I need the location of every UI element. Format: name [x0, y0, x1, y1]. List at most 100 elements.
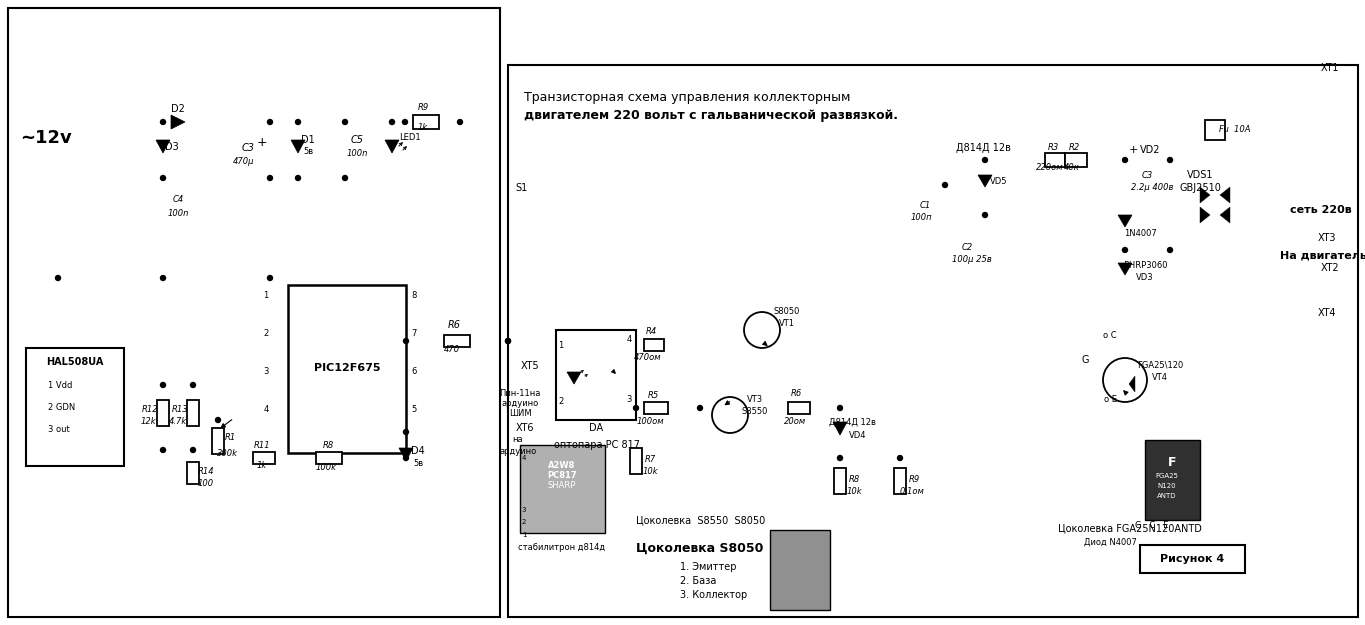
Text: o E: o E	[1103, 396, 1117, 404]
Text: 1k: 1k	[418, 124, 429, 132]
Circle shape	[404, 339, 408, 344]
Circle shape	[942, 182, 947, 188]
Text: VD4: VD4	[849, 431, 867, 441]
Bar	[317, 452, 343, 464]
Text: VT4: VT4	[1152, 372, 1168, 381]
Polygon shape	[1200, 187, 1209, 203]
Polygon shape	[1220, 187, 1230, 203]
Text: 2 GDN: 2 GDN	[48, 404, 75, 412]
Text: 40к: 40к	[1065, 164, 1080, 172]
Circle shape	[505, 339, 511, 344]
Text: R7: R7	[644, 456, 655, 464]
Circle shape	[404, 456, 408, 461]
Bar	[288, 285, 405, 453]
Text: R3: R3	[1047, 142, 1059, 151]
Text: XT5: XT5	[520, 361, 539, 371]
Circle shape	[838, 456, 842, 461]
Text: S8050: S8050	[774, 308, 800, 316]
Circle shape	[713, 397, 748, 433]
Text: LED1: LED1	[399, 134, 420, 142]
Text: Д814Д 12в: Д814Д 12в	[955, 143, 1010, 153]
Text: 100: 100	[198, 479, 214, 489]
Bar	[1145, 440, 1200, 520]
Text: 8: 8	[411, 291, 416, 299]
Text: 1 Vdd: 1 Vdd	[48, 381, 72, 389]
Text: VD5: VD5	[990, 176, 1007, 186]
Text: G: G	[1081, 355, 1089, 365]
Polygon shape	[291, 140, 304, 153]
Bar	[444, 335, 470, 347]
Circle shape	[633, 406, 639, 411]
Text: R8: R8	[322, 441, 333, 449]
Text: R2: R2	[1069, 142, 1080, 151]
Bar	[26, 348, 124, 466]
Bar	[157, 400, 169, 426]
Text: VDS1: VDS1	[1186, 170, 1213, 180]
Text: ардуино: ардуино	[500, 448, 536, 456]
Text: 3: 3	[627, 396, 632, 404]
Text: +: +	[257, 136, 268, 149]
Text: 6: 6	[411, 366, 416, 376]
Circle shape	[898, 456, 902, 461]
Text: VD2: VD2	[1140, 145, 1160, 155]
Text: 220ом: 220ом	[1036, 164, 1063, 172]
Bar	[834, 468, 846, 494]
Text: R4: R4	[646, 328, 657, 336]
Text: XT6: XT6	[516, 423, 534, 433]
Text: 100n: 100n	[168, 209, 188, 217]
Text: Рисунок 4: Рисунок 4	[1160, 554, 1224, 564]
Text: D2: D2	[171, 104, 184, 114]
Bar	[631, 448, 642, 474]
Text: R13: R13	[172, 406, 188, 414]
Circle shape	[744, 312, 779, 348]
Text: 470μ: 470μ	[233, 158, 255, 166]
Bar	[414, 115, 440, 129]
Text: R1: R1	[224, 432, 236, 441]
Text: R8: R8	[849, 476, 860, 484]
Circle shape	[343, 119, 348, 124]
Text: G   C   E: G C E	[1136, 521, 1168, 529]
Polygon shape	[156, 140, 171, 153]
Circle shape	[983, 213, 987, 218]
Circle shape	[56, 276, 60, 281]
Text: Fu  10A: Fu 10A	[1219, 126, 1250, 134]
Text: F: F	[1167, 456, 1177, 469]
Text: Д814Д 12в: Д814Д 12в	[829, 418, 875, 426]
Circle shape	[161, 176, 165, 181]
Text: Диод N4007: Диод N4007	[1084, 538, 1137, 546]
Circle shape	[1103, 358, 1147, 402]
Text: N120: N120	[1158, 483, 1177, 489]
Text: 1: 1	[263, 291, 269, 299]
Text: VD3: VD3	[1136, 274, 1153, 282]
Text: 2: 2	[263, 329, 269, 338]
Text: R6: R6	[448, 320, 460, 330]
Circle shape	[1167, 158, 1173, 162]
Text: D4: D4	[411, 446, 425, 456]
Circle shape	[216, 418, 221, 422]
Text: ШИМ: ШИМ	[509, 409, 531, 418]
Text: 3 out: 3 out	[48, 426, 70, 434]
Circle shape	[268, 119, 273, 124]
Text: R11: R11	[254, 441, 270, 449]
Circle shape	[389, 119, 394, 124]
Text: C2: C2	[961, 242, 973, 251]
Polygon shape	[399, 448, 414, 461]
Text: PC817: PC817	[547, 471, 577, 479]
Text: 100μ 25в: 100μ 25в	[953, 256, 992, 264]
Text: XT2: XT2	[1321, 263, 1339, 273]
Circle shape	[530, 201, 538, 209]
Circle shape	[983, 158, 987, 162]
Bar	[1046, 153, 1065, 167]
Text: ANTD: ANTD	[1158, 493, 1177, 499]
Text: 7: 7	[411, 329, 416, 338]
Text: 1k: 1k	[257, 461, 268, 471]
Circle shape	[505, 201, 513, 209]
Text: сеть 220в: сеть 220в	[1290, 205, 1351, 215]
Text: VT1: VT1	[779, 319, 794, 328]
Text: C5: C5	[351, 135, 363, 145]
Bar	[1205, 120, 1224, 140]
Text: 20ом: 20ом	[784, 416, 807, 426]
Polygon shape	[1118, 263, 1132, 275]
Text: C3: C3	[242, 143, 254, 153]
Text: o C: o C	[1103, 331, 1117, 339]
